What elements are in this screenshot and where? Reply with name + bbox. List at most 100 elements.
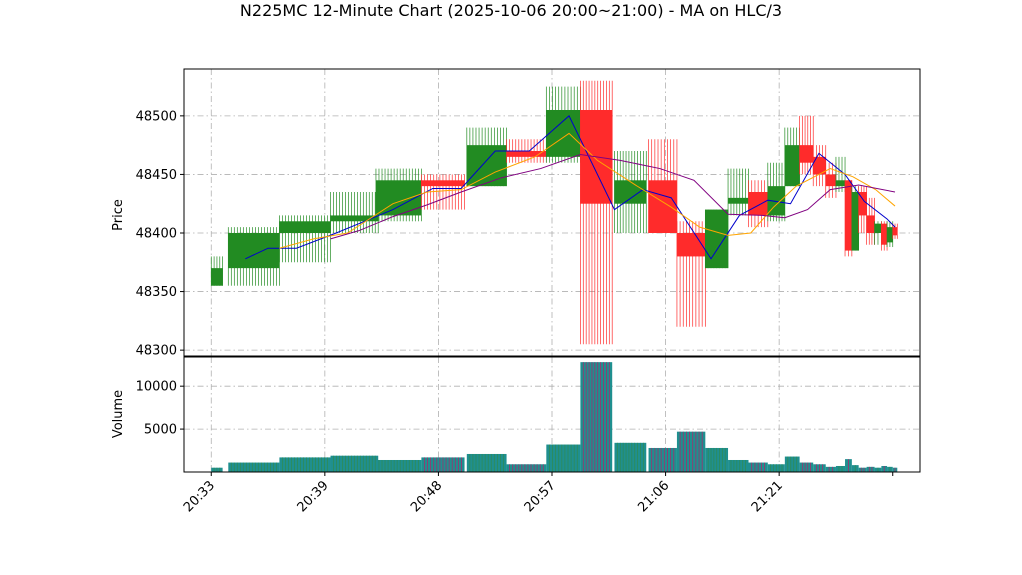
moving-average-line	[279, 132, 896, 249]
volume-bar	[279, 457, 331, 472]
candle-body	[799, 145, 814, 163]
volume-tick-label: 5000	[144, 423, 177, 438]
volume-bar	[858, 467, 867, 472]
candle-body	[466, 145, 507, 187]
volume-bar	[813, 464, 826, 472]
candle-body	[813, 156, 826, 175]
volume-bar-fill	[825, 466, 836, 472]
candle-body	[728, 197, 749, 204]
candle-body	[546, 110, 581, 157]
candle-body	[211, 268, 223, 286]
price-tick-label: 48500	[136, 109, 177, 124]
candle	[545, 86, 581, 163]
volume-bar	[546, 444, 581, 472]
price-tick-label: 48450	[136, 168, 177, 183]
candle-body	[825, 174, 836, 187]
candle	[466, 127, 507, 187]
volume-bar	[799, 462, 814, 472]
volume-bar	[330, 455, 379, 472]
candle-body	[887, 227, 893, 243]
volume-bars	[211, 362, 898, 472]
candle-body	[705, 209, 729, 269]
volume-bar	[835, 465, 846, 472]
candle-body	[676, 233, 706, 257]
candle	[648, 139, 678, 233]
price-tick-label: 48300	[136, 344, 177, 359]
candle	[227, 227, 280, 286]
volume-bar	[580, 362, 613, 472]
candle-body	[279, 221, 331, 233]
volume-bar-fill	[546, 444, 581, 472]
candle-body	[506, 151, 547, 157]
moving-average-lines	[245, 115, 896, 260]
volume-bar	[851, 465, 859, 472]
candle	[784, 127, 800, 187]
candle-body	[892, 227, 898, 236]
candle-body	[228, 233, 280, 269]
volume-grid	[184, 357, 920, 472]
volume-bar-fill	[784, 456, 800, 472]
volume-bar-fill	[375, 459, 422, 472]
volume-bar	[784, 456, 800, 472]
volume-bar	[825, 466, 836, 472]
moving-average-line	[245, 115, 896, 260]
volume-bar	[874, 467, 882, 472]
volume-bar	[767, 464, 785, 472]
candle	[614, 151, 647, 233]
volume-bar-fill	[580, 362, 613, 472]
candle	[767, 162, 786, 222]
candle	[210, 256, 223, 286]
candle-body	[330, 215, 379, 222]
candle	[844, 180, 853, 257]
volume-bar-fill	[728, 459, 749, 472]
candle	[748, 180, 769, 228]
moving-average-line	[330, 154, 896, 240]
candle-body	[648, 180, 677, 233]
price-y-axis: 48300 48350 48400 48450 48500	[136, 109, 184, 359]
volume-bar	[887, 466, 893, 472]
price-tick-label: 48350	[136, 285, 177, 300]
candle-body	[858, 192, 867, 216]
chart-title: N225MC 12-Minute Chart (2025-10-06 20:00…	[240, 1, 782, 20]
volume-bar	[614, 442, 647, 472]
candle-body	[881, 223, 888, 245]
volume-bar-fill	[614, 442, 647, 472]
candle-body	[421, 180, 465, 187]
price-panel-frame	[183, 68, 921, 357]
candle-body	[614, 180, 647, 204]
volume-bar	[705, 447, 729, 472]
volume-bar	[506, 464, 547, 472]
volume-bar	[845, 459, 852, 472]
candle	[892, 223, 898, 239]
volume-bar	[421, 457, 465, 472]
volume-bar-fill	[506, 464, 547, 472]
price-candles	[210, 80, 898, 345]
volume-bar-fill	[799, 462, 814, 472]
volume-y-label: Volume	[111, 390, 126, 438]
candle-body	[784, 145, 800, 187]
volume-bar	[466, 453, 507, 472]
candle-body	[835, 180, 846, 187]
volume-bar-fill	[648, 447, 677, 472]
volume-bar	[211, 467, 223, 472]
volume-bar	[881, 465, 888, 472]
candle-body	[866, 215, 875, 233]
candle-body	[845, 180, 852, 251]
price-y-label: Price	[111, 199, 126, 231]
candle	[851, 186, 860, 251]
candle-body	[851, 192, 859, 251]
volume-bar-fill	[466, 453, 507, 472]
price-tick-label: 48400	[136, 227, 177, 242]
candle-body	[748, 192, 768, 216]
volume-bar-fill	[866, 466, 875, 472]
volume-bar-fill	[858, 467, 867, 472]
volume-bar	[228, 462, 280, 472]
volume-bar-fill	[228, 462, 280, 472]
volume-bar	[676, 431, 706, 472]
volume-bar	[748, 462, 768, 472]
candle	[580, 80, 613, 345]
volume-bar	[375, 459, 422, 472]
volume-bar	[892, 467, 898, 472]
volume-bar-fill	[676, 431, 706, 472]
